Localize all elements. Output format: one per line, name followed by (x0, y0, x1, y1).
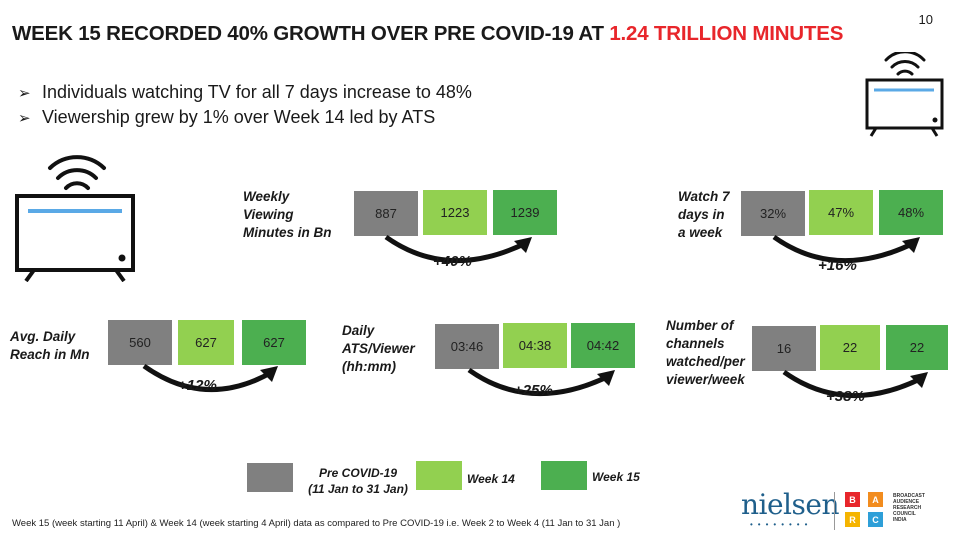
barc-logo-cell: A (868, 492, 883, 507)
legend-label-week15: Week 15 (592, 470, 640, 484)
curved-arrow-icon (467, 367, 615, 397)
legend-swatch-week14 (416, 461, 462, 490)
tv-wifi-icon-large (15, 155, 135, 282)
week14-value: 47% (809, 190, 873, 235)
pre-covid-value: 32% (741, 191, 805, 236)
week14-value: 627 (178, 320, 234, 365)
week14-value: 04:38 (503, 323, 567, 368)
title-text: WEEK 15 RECORDED 40% GROWTH OVER PRE COV… (12, 22, 610, 45)
metric-label-weekly-viewing-minutes: Weekly Viewing Minutes in Bn (243, 189, 332, 240)
legend-label-week14: Week 14 (467, 472, 515, 486)
bullet-text: Individuals watching TV for all 7 days i… (42, 82, 472, 102)
pre-covid-value: 887 (354, 191, 418, 236)
metric-label-daily-ats-viewer: Daily ATS/Viewer (hh:mm) (342, 323, 415, 374)
curved-arrow-icon (772, 234, 920, 264)
bullet-arrow-icon: ➢ (18, 110, 31, 127)
pre-covid-value: 560 (108, 320, 172, 365)
week15-value: 04:42 (571, 323, 635, 368)
footnote: Week 15 (week starting 11 April) & Week … (12, 518, 621, 529)
nielsen-logo-dots: •••••••• (750, 520, 813, 529)
bullet-item: ➢ Individuals watching TV for all 7 days … (18, 81, 472, 105)
week15-value: 48% (879, 190, 943, 235)
bullet-arrow-icon: ➢ (18, 85, 31, 102)
bullet-item: ➢ Viewership grew by 1% over Week 14 led … (18, 106, 435, 130)
week14-value: 1223 (423, 190, 487, 235)
week14-value: 22 (820, 325, 880, 370)
barc-logo-text: BROADCAST AUDIENCE RESEARCH COUNCIL INDIA (893, 493, 925, 523)
legend-swatch-pre-covid (247, 463, 293, 492)
week15-value: 22 (886, 325, 948, 370)
curved-arrow-icon (142, 363, 278, 393)
bullet-text: Viewership grew by 1% over Week 14 led b… (42, 107, 436, 127)
metric-label-avg-daily-reach: Avg. Daily Reach in Mn (10, 329, 90, 362)
week15-value: 1239 (493, 190, 557, 235)
growth-percentage: +16% (818, 257, 857, 274)
growth-percentage: +38% (826, 388, 865, 405)
barc-logo-cell: R (845, 512, 860, 527)
metric-label-watch-7-days: Watch 7 days in a week (678, 189, 730, 240)
logo-divider (834, 492, 835, 530)
curved-arrow-icon (384, 234, 532, 264)
legend-label-pre-covid: Pre COVID-19 (11 Jan to 31 Jan) (308, 466, 408, 496)
barc-logo-cell: B (845, 492, 860, 507)
title-highlight: 1.24 TRILLION MINUTES (609, 22, 844, 45)
pre-covid-value: 03:46 (435, 324, 499, 369)
metric-label-channels-per-viewer: Number of channels watched/per viewer/week (666, 318, 745, 387)
legend-swatch-week15 (541, 461, 587, 490)
growth-percentage: +40% (433, 253, 472, 270)
tv-wifi-icon-small (865, 52, 944, 137)
curved-arrow-icon (782, 369, 928, 399)
nielsen-logo: nielsen (741, 488, 840, 521)
page-title: WEEK 15 RECORDED 40% GROWTH OVER PRE COV… (12, 22, 912, 46)
week15-value: 627 (242, 320, 306, 365)
growth-percentage: +12% (178, 377, 217, 394)
growth-percentage: +25% (514, 382, 553, 399)
pre-covid-value: 16 (752, 326, 816, 371)
barc-logo-cell: C (868, 512, 883, 527)
page-number: 10 (918, 12, 933, 27)
